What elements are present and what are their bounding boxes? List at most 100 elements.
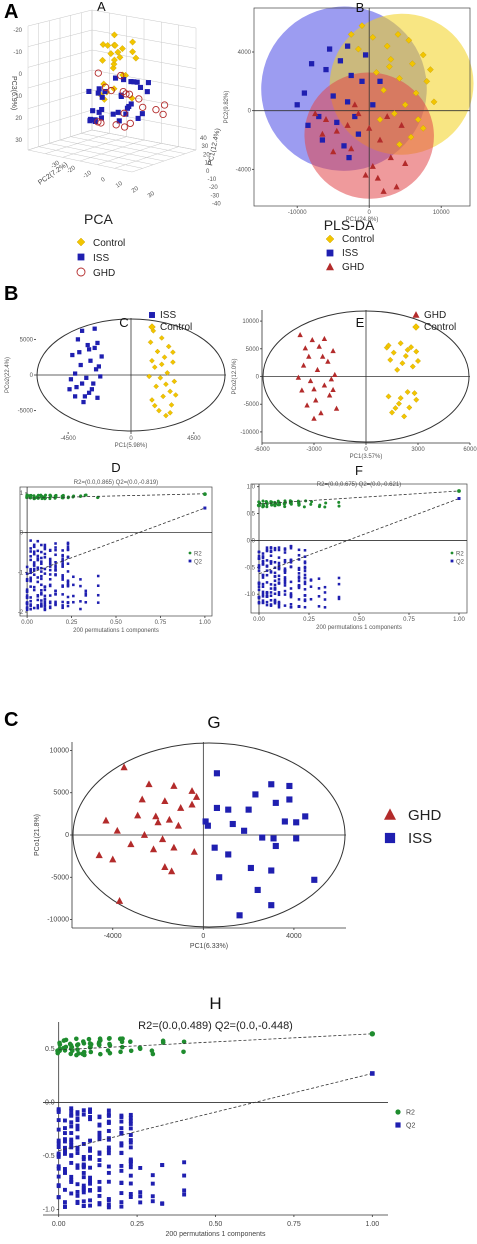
ghd-point [332,371,338,377]
iss-point [245,806,252,813]
q2-permutation-point [88,1107,93,1112]
q2-permutation-point [96,584,100,588]
q2-permutation-point [138,1166,143,1170]
iss-point [268,781,275,788]
control-point [163,381,169,388]
q2-permutation-point [62,1139,67,1144]
control-point [401,413,408,420]
q2-permutation-point [81,1108,86,1113]
q2-permutation-point [289,558,293,562]
x-tick-label: -30 [50,160,61,170]
iss-point [93,367,99,372]
iss-point [144,89,150,95]
permutation-plot-f: F R2=(0.0,0.675) Q2=(0.0,-0.621) 0.00 0.25 0… [245,463,468,631]
q2-permutation-point [283,589,287,593]
iss-point [86,347,92,352]
ghd-point [152,812,160,820]
q2-permutation-point [29,539,32,542]
control-point [419,51,427,59]
control-point [392,405,399,412]
control-point [114,48,122,56]
q2-permutation-point [269,549,273,553]
ghd-point [384,113,391,120]
iss-point [68,377,74,382]
q2-permutation-point [297,579,301,583]
r2-permutation-point [55,1050,61,1056]
q2-permutation-point [32,552,36,556]
legend-label-iss: ISS [342,248,358,259]
ghd-point [168,867,176,875]
legend-marker-control [148,323,156,331]
q2-permutation-point [289,587,293,590]
q2-permutation-point [32,569,36,572]
iss-point [270,835,277,842]
ghd-point [362,171,369,178]
iss-point [121,77,127,83]
control-point [167,388,173,395]
q2-permutation-point [54,592,57,596]
r2-permutation-point [68,1042,74,1048]
iss-point [131,79,137,85]
y-tick-label: 10 [205,161,212,167]
q2-permutation-point [48,600,52,604]
iss-point [348,72,354,79]
y-tick-label: -10000 [240,430,259,436]
control-point [161,354,168,360]
ghd-point [120,123,129,131]
ghd-point [314,366,321,373]
q2-permutation-point [119,1204,124,1209]
q2-permutation-point [61,557,64,561]
control-point [355,45,362,53]
ghd-point [330,148,337,155]
x-tick-label: 0.00 [52,1221,66,1228]
q2-permutation-point [289,593,293,597]
q2-permutation-point [128,1115,133,1120]
q2-permutation-point [257,569,261,572]
q2-permutation-point [303,605,307,609]
q2-permutation-point [43,567,47,571]
z-tick-label: -20 [13,28,22,34]
legend-marker-control [325,234,335,244]
iss-point [96,109,102,115]
ghd-point [95,851,103,859]
q2-permutation-point [36,605,40,608]
control-point [389,409,395,416]
q2-permutation-point [54,542,57,545]
q2-permutation-point [32,567,36,571]
r2-permutation-point [323,505,327,509]
legend-label-q2: Q2 [194,560,203,566]
y-tick-label: 0.5 [45,1046,55,1053]
x-tick-label: 0 [129,436,133,442]
legend-label-q2: Q2 [406,1123,415,1130]
q2-permutation-point [150,1173,155,1178]
q2-permutation-point [97,1193,102,1198]
subplot-title: B [356,0,365,15]
q2-permutation-point [128,1122,133,1126]
r2-permutation-point [127,1039,133,1045]
q2-permutation-point [317,587,321,590]
x-tick-label: 4000 [286,933,302,940]
q2-permutation-point [269,583,273,586]
ghd-point [295,374,302,380]
q2-permutation-point [261,563,265,566]
q2-permutation-point [36,554,40,558]
iss-point [98,374,103,379]
q2-permutation-point [61,564,64,568]
iss-point [86,390,92,395]
ghd-point [170,782,178,789]
q2-permutation-point [81,1186,86,1191]
q2-permutation-point [40,604,43,608]
x-tick-label: 0.00 [253,617,265,623]
q2-permutation-point [32,545,36,548]
iss-point [213,770,220,777]
pca-axis-z: PC3(6.9%) [10,76,17,110]
legend-label-control: Control [160,322,192,333]
r2-permutation-point [261,505,265,509]
q2-permutation-point [88,1181,93,1186]
ghd-point [333,127,340,134]
legend-label-iss: ISS [160,310,176,321]
q2-permutation-point [297,598,301,601]
q2-permutation-point [96,593,100,597]
x-tick-label: -6000 [254,447,270,453]
q2-permutation-point [261,556,265,560]
